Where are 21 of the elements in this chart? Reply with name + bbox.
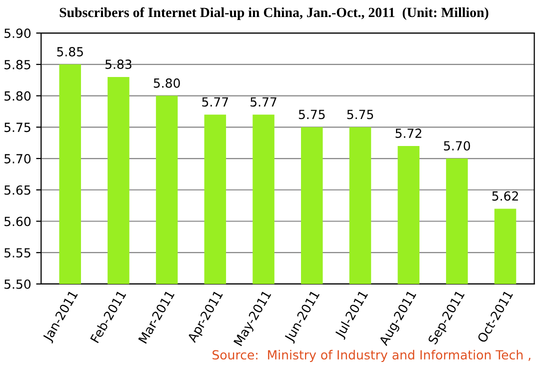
y-tick-label: 5.55 [4,248,30,258]
data-label: 5.75 [298,110,325,120]
data-label: 5.77 [250,97,276,107]
data-label: 5.72 [396,128,422,138]
y-tick-label: 5.85 [4,60,30,70]
y-tick-label: 5.65 [4,185,30,195]
data-label: 5.75 [347,110,374,120]
data-label: 5.85 [57,46,83,56]
y-tick-label: 5.75 [4,122,30,132]
data-label: 5.83 [106,60,132,69]
data-label: 5.62 [492,191,518,201]
y-tick-label: 5.60 [4,216,31,226]
data-label: 5.70 [444,141,470,151]
y-tick-label: 5.50 [4,279,31,289]
y-tick-label: 5.80 [4,91,31,101]
y-tick-label: 5.70 [4,154,31,164]
source-note: Source: Ministry of Industry and Information Tech , [212,350,530,362]
data-label: 5.77 [202,97,228,107]
chart-title: Subscribers of Internet Dial-up in China, Jan.-Oct., 2011 (Unit: Million) [60,7,488,20]
y-tick-label: 5.90 [4,28,31,38]
data-label: 5.80 [154,78,180,88]
